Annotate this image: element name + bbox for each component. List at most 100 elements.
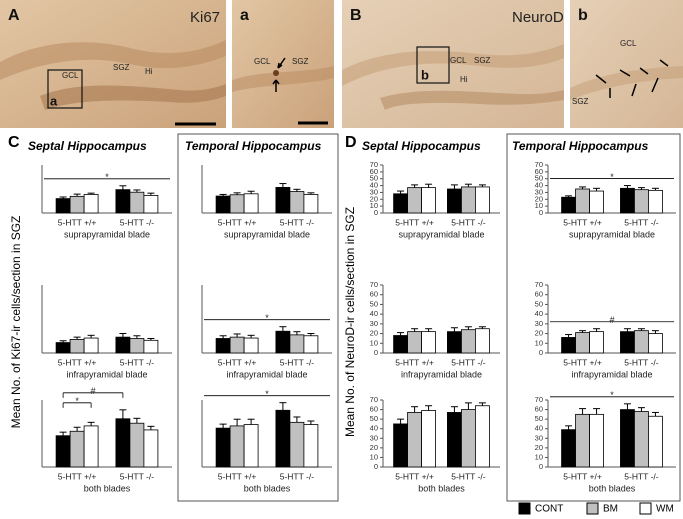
bar: [55, 435, 71, 468]
y-tick-label: 30: [370, 319, 378, 328]
panel-letter: D: [345, 134, 357, 151]
x-axis-label: both blades: [418, 483, 465, 493]
x-tick-label: 5-HTT +/+: [218, 471, 257, 481]
x-tick-label: 5-HTT -/-: [451, 357, 485, 367]
stain-label: NeuroD: [512, 9, 564, 26]
micrograph-b-small: b GCL SGZ: [570, 0, 683, 128]
region-label: SGZ: [292, 57, 309, 66]
cell: [273, 70, 279, 76]
y-tick-label: 0: [539, 348, 543, 357]
inset-label: a: [50, 93, 58, 108]
bar: [215, 338, 231, 354]
bar: [143, 194, 159, 214]
inset-box: [47, 69, 83, 109]
y-tick-label: 10: [370, 452, 378, 461]
y-tick-label: 40: [370, 181, 378, 190]
x-tick-label: 5-HTT -/-: [120, 357, 154, 367]
bar: [275, 186, 291, 214]
y-tick-label: 70: [535, 395, 543, 404]
y-tick-label: 10: [535, 338, 543, 347]
x-axis-label: infrapyramidal blade: [66, 369, 147, 379]
image-bg: [232, 0, 334, 128]
legend-swatch: [518, 502, 531, 515]
bar: [83, 194, 99, 214]
bar: [589, 331, 604, 354]
y-tick-label: 30: [535, 433, 543, 442]
bar: [620, 409, 635, 468]
y-tick-label: 30: [535, 187, 543, 196]
bar: [634, 189, 649, 214]
tissue-band: [380, 90, 564, 110]
bar: [461, 409, 476, 468]
bar: [69, 195, 85, 214]
significance-label: *: [75, 396, 79, 406]
significance-label: *: [265, 389, 269, 399]
bar: [407, 331, 422, 354]
bar: [589, 413, 604, 468]
y-tick-label: 50: [535, 174, 543, 183]
arrow: [277, 57, 286, 69]
x-tick-label: 5-HTT +/+: [563, 217, 602, 227]
bar: [421, 187, 436, 214]
micrograph-a-small: a GCL SGZ: [232, 0, 334, 128]
legend-label: CONT: [535, 504, 563, 515]
y-tick-label: 0: [539, 208, 543, 217]
stain-label: Ki67: [190, 9, 220, 26]
bar: [475, 328, 490, 354]
micrograph-b-large: B NeuroD GCL SGZ Hi b: [342, 0, 564, 128]
tissue-band: [342, 44, 564, 86]
region-label: GCL: [254, 57, 271, 66]
bar: [229, 425, 245, 468]
region-label: SGZ: [113, 63, 130, 72]
bar: [561, 196, 576, 214]
bar: [407, 412, 422, 468]
bar: [421, 410, 436, 468]
bar: [229, 336, 245, 354]
bar: [115, 189, 131, 214]
y-tick-label: 10: [535, 201, 543, 210]
bar: [634, 411, 649, 468]
column-title: Temporal Hippocampus: [185, 139, 322, 153]
y-tick-label: 30: [370, 433, 378, 442]
bar: [83, 425, 99, 468]
image-letter: a: [240, 7, 249, 24]
bar: [215, 195, 231, 214]
x-tick-label: 5-HTT +/+: [563, 357, 602, 367]
bar: [447, 412, 462, 468]
significance-label: #: [609, 315, 614, 325]
micrograph-a-large: A Ki67 GCL SGZ Hi a: [0, 0, 226, 128]
bar: [55, 342, 71, 354]
y-tick-label: 60: [535, 290, 543, 299]
bar: [289, 421, 305, 468]
y-tick-label: 0: [539, 462, 543, 471]
y-tick-label: 40: [370, 424, 378, 433]
bar: [83, 337, 99, 354]
bar: [561, 337, 576, 354]
y-tick-label: 50: [535, 299, 543, 308]
bar: [215, 427, 231, 468]
bar: [648, 333, 663, 354]
region-label: GCL: [62, 71, 79, 80]
bar: [275, 409, 291, 468]
y-tick-label: 70: [535, 280, 543, 289]
y-tick-label: 70: [535, 160, 543, 169]
bar: [129, 338, 145, 354]
y-tick-label: 30: [535, 319, 543, 328]
tissue-band: [570, 66, 683, 100]
bar: [561, 429, 576, 468]
y-tick-label: 50: [370, 174, 378, 183]
x-tick-label: 5-HTT +/+: [58, 357, 97, 367]
x-axis-label: both blades: [244, 483, 291, 493]
tissue-band: [0, 40, 226, 80]
bar: [447, 188, 462, 214]
image-letter: B: [350, 7, 362, 24]
x-axis-label: suprapyramidal blade: [569, 229, 655, 239]
bar: [303, 194, 319, 214]
significance-label: #: [90, 386, 95, 396]
tissue-band: [40, 84, 226, 110]
bar: [620, 331, 635, 354]
tissue-band: [232, 66, 334, 92]
column-title: Septal Hippocampus: [28, 139, 147, 153]
y-tick-label: 10: [370, 338, 378, 347]
y-tick-label: 10: [370, 201, 378, 210]
